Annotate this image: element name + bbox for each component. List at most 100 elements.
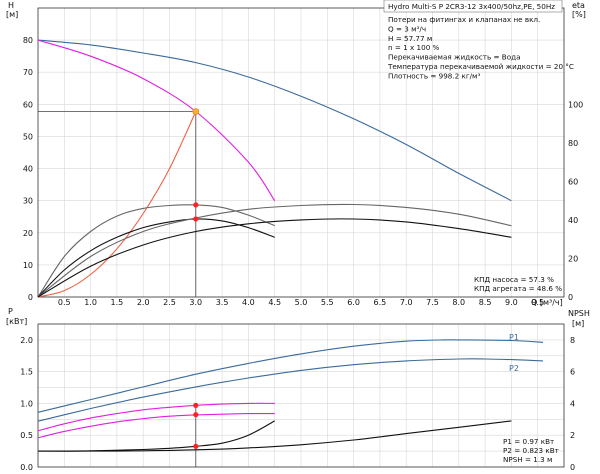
info-line-0: Потери на фитингах и клапанах не вкл. [388,15,540,24]
curve-eta_pump_duty [37,204,275,298]
bottom-y-ticks: 0.0 0.5 1.0 1.5 2.0 [20,336,33,472]
chart-title: Hydro Multi-S P 2CR3-12 3x400/50hz,PE, 5… [388,2,555,11]
curve-NPSH_max [37,420,512,452]
top-y-right-tick-label: 40 [568,216,578,225]
bottom-y-right-tick-label: 6 [570,368,575,377]
bottom-y-tick-label: 0.0 [20,463,33,472]
top-plot-frame [37,7,565,298]
top-y-tick-label: 20 [23,229,33,238]
series-label-p1: P1 [509,333,519,342]
efficiency-label-1: КПД агрегата = 48.6 % [474,284,562,293]
efficiency-block: КПД насоса = 57.3 %КПД агрегата = 48.6 % [474,275,562,293]
top-y-tick-label: 50 [23,132,33,141]
top-y-ticks: 0 10 20 30 40 50 60 70 80 [23,36,33,302]
info-line-4: Перекачиваемая жидкость = Вода [388,53,521,62]
bottom-y-tick-label: 1.5 [20,368,33,377]
bottom-y-right-ticks: 0 2 4 6 8 [570,336,575,472]
top-x-tick-label: 6.0 [347,298,360,307]
top-x-tick-label: 1.0 [84,298,97,307]
top-x-tick-label: 3.5 [216,298,229,307]
bottom-y-tick-label: 0.5 [20,431,33,440]
bottom-y-right-tick-label: 8 [570,336,575,345]
efficiency-label-0: КПД насоса = 57.3 % [474,275,554,284]
top-y-tick-label: 80 [23,36,33,45]
curve-eta_unit_max [37,218,512,298]
readout-0: P1 = 0.97 кВт [503,437,554,446]
top-y-left-label: H [8,1,14,10]
top-x-tick-label: 3.0 [189,298,202,307]
bottom-y-right-tick-label: 0 [570,463,575,472]
top-x-tick-label: 9.0 [505,298,518,307]
bottom-marker-2 [193,443,199,449]
top-series [37,39,512,298]
curve-head_duty [37,39,276,202]
top-x-tick-label: 2.0 [137,298,150,307]
top-x-tick-label: 5.5 [321,298,334,307]
top-x-tick-label: 4.0 [242,298,255,307]
bottom-y-tick-label: 1.0 [20,399,33,408]
top-y-right-tick-label: 100 [568,100,583,109]
bottom-markers [193,402,199,449]
top-x-tick-label: 4.5 [268,298,281,307]
top-y-tick-label: 0 [28,293,33,302]
info-line-2: H = 57.77 м [388,34,432,43]
top-x-tick-label: 9.5 [531,298,544,307]
top-grid [38,8,564,298]
top-x-tick-label: 2.5 [163,298,176,307]
bottom-y-right-tick-label: 4 [570,399,575,408]
top-x-tick-label: 7.5 [426,298,439,307]
top-x-tick-label: 8.5 [479,298,492,307]
top-y-tick-label: 40 [23,165,33,174]
title-box [383,0,563,13]
top-y-right-tick-label: 80 [568,139,578,148]
top-x-tick-label: 5.0 [295,298,308,307]
top-x-tick-label: 8.0 [452,298,465,307]
curve-eta_pump_max [37,203,512,298]
readout-2: NPSH = 1.3 м [503,455,552,464]
info-line-6: Плотность = 998.2 кг/м³ [388,71,480,80]
bottom-grid [38,324,564,468]
bottom-marker-1 [193,412,199,418]
curve-P1_max [37,339,544,413]
top-x-tick-label: 1.5 [111,298,124,307]
top-y-tick-label: 60 [23,100,33,109]
bottom-y-right-unit: [м] [572,319,584,328]
top-x-tick-label: 0.5 [58,298,71,307]
curve-P2_max [37,358,544,422]
top-marker-1 [193,216,199,222]
top-x-label: Q [м³/ч] [531,298,563,307]
bottom-y-left-unit: [кВт] [6,317,27,326]
bottom-y-tick-label: 2.0 [20,336,33,345]
readout-1: P2 = 0.823 кВт [503,446,559,455]
top-markers [192,108,200,222]
info-line-3: n = 1 x 100 % [388,43,440,52]
curve-head_max [37,39,512,202]
top-x-ticks: 0.5 1.0 1.5 2.0 2.5 3.0 3.5 4.0 4.5 5.0 5.5 6.0 6.5 7… [58,298,544,307]
curve-NPSH_duty [37,420,275,452]
curve-P2_duty [37,413,275,439]
curve-system_curve [37,111,197,298]
info-line-5: Температура перекачиваемой жидкости = 20… [387,62,574,71]
top-y-right-label: eta [572,1,585,10]
info-line-1: Q = 3 м³/ч [388,24,426,33]
curve-eta_unit_duty [37,218,275,298]
duty-point-marker [192,108,200,115]
top-y-tick-label: 70 [23,68,33,77]
series-label-p2: P2 [509,364,519,373]
bottom-series [37,339,544,452]
top-x-tick-label: 6.5 [374,298,387,307]
bottom-y-right-label: NPSH [568,309,590,318]
top-y-left-unit: [м] [6,10,18,19]
top-y-right-tick-label: 0 [568,293,573,302]
top-y-right-tick-label: 20 [568,254,578,263]
top-y-tick-label: 10 [23,261,33,270]
top-y-right-ticks: 0 20 40 60 80 100 [568,100,583,302]
bottom-marker-0 [193,402,199,408]
top-y-right-unit: [%] [572,10,586,19]
bottom-plot-frame [37,323,565,468]
bottom-y-right-tick-label: 2 [570,431,575,440]
top-x-tick-label: 7.0 [400,298,413,307]
top-y-tick-label: 30 [23,197,33,206]
